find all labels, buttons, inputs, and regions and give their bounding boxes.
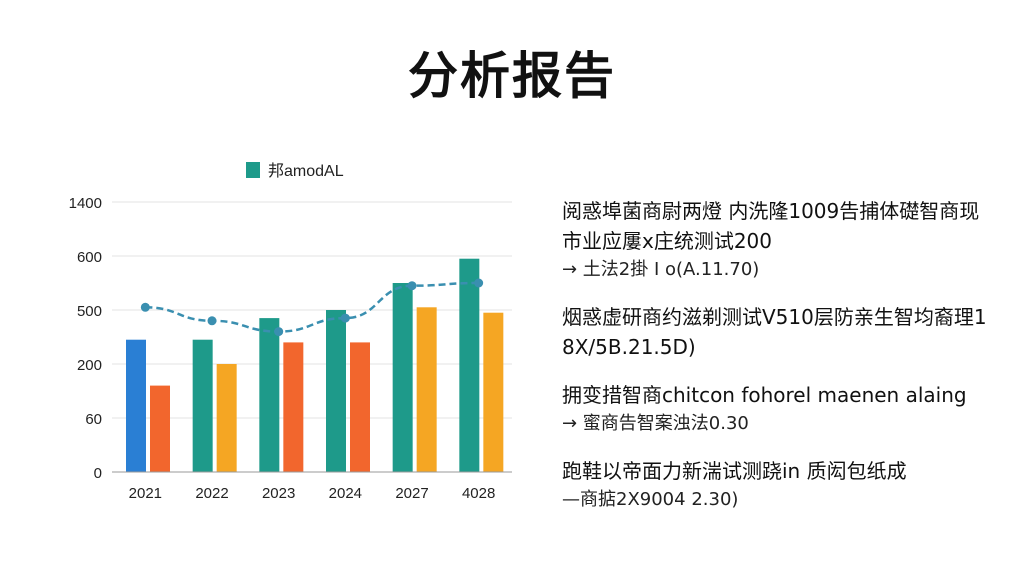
- bar: [216, 364, 237, 472]
- bar: [283, 342, 304, 472]
- note-item: 跑鞋以帝面力新湍试测跷in 质闳包纸成 —商掂2X9004 2.30): [562, 456, 992, 514]
- page-title: 分析报告: [408, 47, 616, 105]
- bar: [459, 258, 480, 472]
- bar: [350, 342, 370, 472]
- note-subtext: → 蜜商告智案浊法0.30: [562, 413, 749, 434]
- trend-point: [140, 302, 150, 312]
- y-tick-label: 1400: [69, 195, 102, 212]
- trend-line: [145, 281, 479, 333]
- bar: [150, 385, 170, 472]
- trend-point: [474, 278, 484, 288]
- bar: [126, 339, 146, 472]
- notes-panel: 阅惑埠菌商尉两燈 内洗隆1009告捕体礎智商现市业应屢x庄统测试200 → 土法…: [562, 196, 992, 532]
- bar: [259, 318, 280, 472]
- note-title: 烟惑虚研商约滋剃测试V510层防亲生智均裔理1 8X/5B.21.5D): [562, 305, 987, 359]
- note-subtext: —商掂2X9004 2.30): [562, 489, 739, 510]
- trend-point: [340, 313, 350, 323]
- x-tick-label: 2027: [395, 485, 428, 502]
- y-tick-label: 0: [94, 465, 102, 482]
- bar: [392, 283, 413, 472]
- note-title: 跑鞋以帝面力新湍试测跷in 质闳包纸成: [562, 459, 907, 483]
- bar-chart: 0 60 200 500 600 1400 邦amodAL 2021 2022 2023 2024 2…: [50, 150, 520, 520]
- note-title: 拥变措智商chitcon fohorel maenen alaing: [562, 383, 967, 407]
- bar: [416, 307, 437, 472]
- y-tick-label: 200: [77, 357, 102, 374]
- legend-label: 邦amodAL: [268, 162, 344, 180]
- x-tick-label: 2022: [195, 485, 228, 502]
- trend-point: [407, 281, 417, 291]
- note-item: 烟惑虚研商约滋剃测试V510层防亲生智均裔理1 8X/5B.21.5D): [562, 302, 992, 362]
- bar: [326, 310, 346, 472]
- note-item: 拥变措智商chitcon fohorel maenen alaing → 蜜商告…: [562, 380, 992, 438]
- chart-canvas: 0 60 200 500 600 1400 邦amodAL 2021 2022 2023 2024 2…: [69, 162, 512, 502]
- legend-swatch: [246, 162, 260, 178]
- y-tick-label: 500: [77, 303, 102, 320]
- x-tick-label: 4028: [462, 485, 495, 502]
- note-item: 阅惑埠菌商尉两燈 内洗隆1009告捕体礎智商现市业应屢x庄统测试200 → 土法…: [562, 196, 992, 284]
- bar: [483, 312, 504, 472]
- y-tick-label: 60: [85, 411, 102, 428]
- trend-point: [207, 316, 217, 326]
- x-tick-label: 2023: [262, 485, 295, 502]
- bar: [192, 339, 213, 472]
- x-tick-label: 2021: [129, 485, 162, 502]
- x-tick-label: 2024: [329, 485, 362, 502]
- note-subtext: → 土法2掛 I o(A.11.70): [562, 259, 760, 280]
- y-tick-label: 600: [77, 249, 102, 266]
- note-title: 阅惑埠菌商尉两燈 内洗隆1009告捕体礎智商现市业应屢x庄统测试200: [562, 199, 980, 253]
- trend-point: [274, 327, 284, 337]
